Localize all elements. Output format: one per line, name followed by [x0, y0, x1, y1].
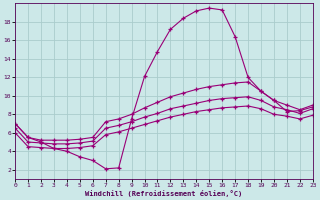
- X-axis label: Windchill (Refroidissement éolien,°C): Windchill (Refroidissement éolien,°C): [85, 190, 243, 197]
